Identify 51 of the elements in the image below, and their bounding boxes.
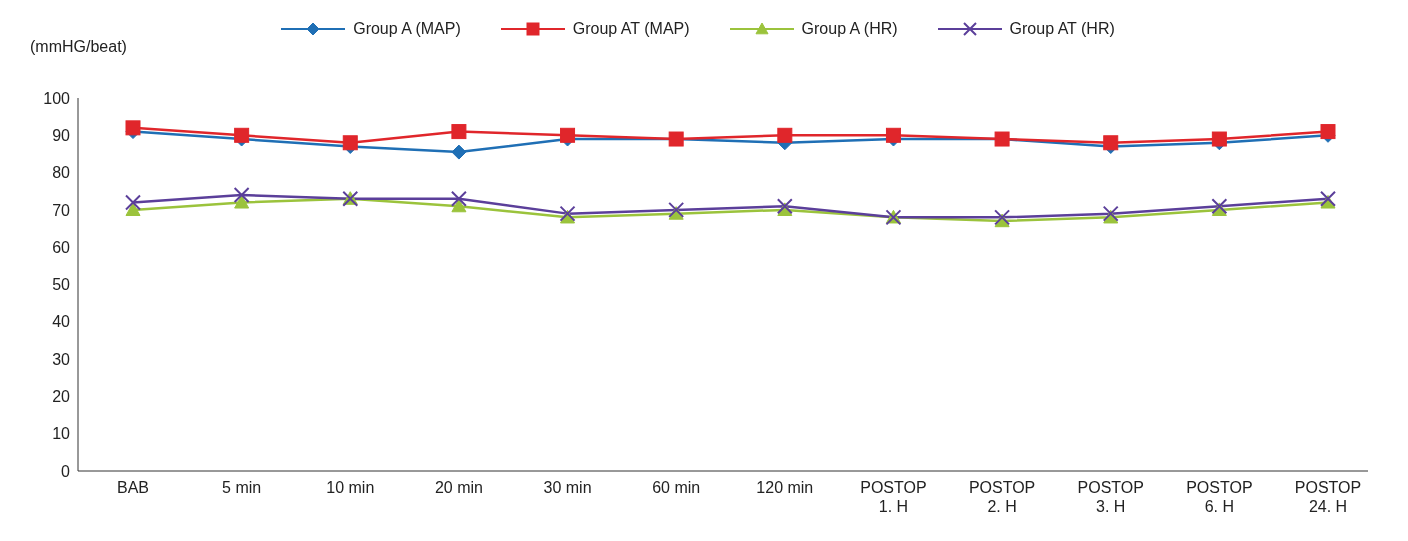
x-tick-label: 30 min <box>543 479 592 496</box>
y-tick-label: 50 <box>52 276 71 294</box>
point <box>234 194 250 209</box>
x-tick-label: 10 min <box>326 479 375 496</box>
legend-label: Group A (MAP) <box>353 20 461 38</box>
y-tick-label: 20 <box>52 388 71 406</box>
y-tick-label: 10 <box>52 425 71 443</box>
point <box>125 120 141 136</box>
point <box>450 190 467 207</box>
y-tick-label: 40 <box>52 313 71 331</box>
point <box>125 194 141 211</box>
point <box>233 186 250 203</box>
y-tick-label: 100 <box>43 89 71 107</box>
y-tick-label: 60 <box>52 238 71 256</box>
x-tick-label: 5 min <box>222 479 262 496</box>
y-tick-label: 70 <box>52 201 71 219</box>
y-axis-title: (mmHG/beat) <box>30 38 127 56</box>
y-tick-label: 90 <box>52 126 71 144</box>
x-tick-label: POSTOP 6. H <box>1186 479 1253 515</box>
legend-label: Group A (HR) <box>801 20 898 38</box>
point <box>1320 190 1336 207</box>
point <box>451 144 467 160</box>
point <box>994 209 1011 226</box>
y-tick-label: 0 <box>61 462 71 480</box>
point <box>234 127 250 143</box>
x-tick-label: POSTOP 1. H <box>860 479 927 515</box>
point <box>777 127 793 143</box>
point <box>1211 131 1227 147</box>
x-tick-label: 20 min <box>434 479 483 496</box>
legend-label: Group AT (HR) <box>1009 20 1115 38</box>
point <box>1211 198 1228 215</box>
point <box>776 198 793 215</box>
point <box>1102 205 1119 222</box>
y-tick-label: 30 <box>52 350 71 368</box>
point <box>1103 135 1119 151</box>
x-tick-label: 60 min <box>652 479 701 496</box>
point <box>885 127 901 143</box>
x-tick-label: POSTOP 3. H <box>1077 479 1144 515</box>
x-tick-label: 120 min <box>756 479 814 496</box>
point <box>451 124 467 140</box>
y-tick-label: 80 <box>52 164 71 182</box>
point <box>451 198 467 213</box>
point <box>342 135 358 151</box>
x-tick-label: BAB <box>116 479 150 496</box>
point <box>560 127 576 143</box>
x-tick-label: POSTOP 2. H <box>968 479 1036 515</box>
x-tick-label: POSTOP 24. H <box>1294 479 1362 515</box>
legend-label: Group AT (MAP) <box>572 20 690 38</box>
point <box>559 205 576 222</box>
point <box>125 202 141 216</box>
point <box>668 201 685 218</box>
